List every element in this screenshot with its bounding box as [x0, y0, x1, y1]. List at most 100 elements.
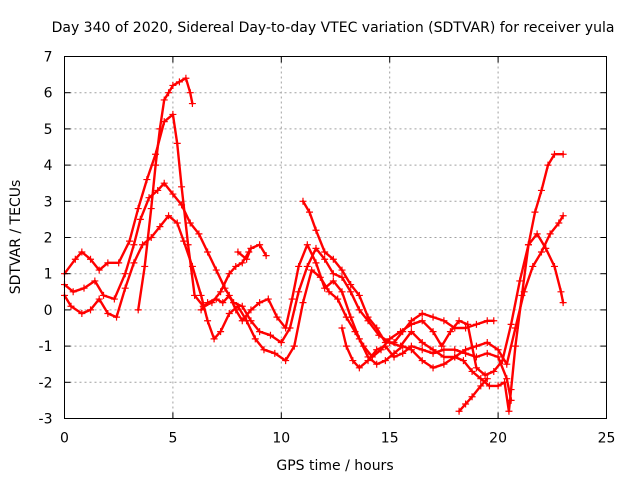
data-point-marker: [516, 277, 524, 285]
data-point-marker: [80, 284, 88, 292]
data-point-marker: [180, 237, 188, 245]
y-tick-label: 1: [44, 267, 53, 283]
data-point-marker: [381, 342, 389, 350]
data-point-marker: [256, 328, 264, 336]
data-point-marker: [329, 277, 337, 285]
data-point-marker: [290, 342, 298, 350]
data-point-marker: [451, 346, 459, 354]
data-point-marker: [175, 78, 183, 86]
data-point-marker: [247, 306, 255, 314]
data-point-marker: [440, 317, 448, 325]
data-point-marker: [511, 342, 519, 350]
data-point-marker: [531, 208, 539, 216]
data-point-marker: [156, 125, 164, 133]
data-point-marker: [494, 382, 502, 390]
data-point-marker: [264, 295, 272, 303]
series-track-g: [299, 197, 498, 346]
data-point-marker: [518, 291, 526, 299]
data-point-marker: [305, 208, 313, 216]
data-point-marker: [136, 215, 144, 223]
data-point-marker: [271, 349, 279, 357]
data-point-marker: [312, 259, 320, 267]
data-point-marker: [483, 349, 491, 357]
data-point-marker: [503, 360, 511, 368]
data-point-marker: [288, 295, 296, 303]
data-point-marker: [451, 353, 459, 361]
data-point-marker: [178, 201, 186, 209]
data-point-marker: [87, 306, 95, 314]
data-point-marker: [273, 313, 281, 321]
data-point-marker: [483, 338, 491, 346]
data-point-marker: [195, 230, 203, 238]
data-point-marker: [418, 357, 426, 365]
data-point-marker: [483, 317, 491, 325]
data-point-marker: [134, 306, 142, 314]
x-tick-label: 20: [489, 431, 507, 447]
data-point-marker: [251, 335, 259, 343]
x-tick-label: 0: [60, 431, 69, 447]
x-tick-label: 5: [168, 431, 177, 447]
data-point-marker: [481, 371, 489, 379]
y-tick-label: -3: [39, 412, 53, 428]
data-point-marker: [438, 342, 446, 350]
data-point-marker: [507, 396, 515, 404]
data-point-marker: [477, 375, 485, 383]
data-point-marker: [126, 237, 134, 245]
data-point-marker: [483, 375, 491, 383]
data-point-marker: [418, 317, 426, 325]
y-tick-label: 0: [44, 303, 53, 319]
data-point-marker: [256, 299, 264, 307]
data-point-marker: [321, 255, 329, 263]
data-point-marker: [557, 288, 565, 296]
data-point-marker: [100, 291, 108, 299]
data-point-marker: [282, 357, 290, 365]
data-point-marker: [154, 186, 162, 194]
data-point-marker: [529, 262, 537, 270]
y-tick-label: 2: [44, 231, 53, 247]
data-point-marker: [429, 364, 437, 372]
grid-layer: [64, 56, 607, 419]
data-point-marker: [440, 346, 448, 354]
data-point-marker: [533, 230, 541, 238]
data-point-marker: [152, 161, 160, 169]
data-point-marker: [347, 288, 355, 296]
data-point-marker: [472, 353, 480, 361]
data-point-marker: [537, 186, 545, 194]
data-point-marker: [338, 273, 346, 281]
data-point-marker: [95, 295, 103, 303]
series-track-f: [234, 241, 270, 263]
data-point-marker: [225, 310, 233, 318]
data-point-marker: [559, 150, 567, 158]
data-point-marker: [71, 255, 79, 263]
data-point-marker: [212, 295, 220, 303]
data-point-marker: [418, 310, 426, 318]
data-point-marker: [165, 89, 173, 97]
data-point-marker: [494, 346, 502, 354]
data-point-marker: [485, 382, 493, 390]
data-point-marker: [204, 248, 212, 256]
data-point-marker: [355, 364, 363, 372]
data-point-marker: [338, 288, 346, 296]
data-point-marker: [321, 284, 329, 292]
data-point-marker: [139, 241, 147, 249]
data-point-marker: [178, 183, 186, 191]
data-point-marker: [550, 262, 558, 270]
data-point-marker: [169, 190, 177, 198]
data-point-marker: [160, 96, 168, 104]
data-point-marker: [550, 150, 558, 158]
data-point-marker: [373, 324, 381, 332]
data-point-marker: [113, 313, 121, 321]
data-point-marker: [191, 291, 199, 299]
data-point-marker: [188, 100, 196, 108]
data-point-marker: [451, 324, 459, 332]
data-point-marker: [91, 277, 99, 285]
y-tick-label: 7: [44, 50, 53, 66]
y-axis-label: SDTVAR / TECUs: [8, 180, 24, 295]
data-point-marker: [355, 306, 363, 314]
data-point-marker: [299, 299, 307, 307]
chart-title: Day 340 of 2020, Sidereal Day-to-day VTE…: [52, 20, 615, 36]
data-point-marker: [262, 252, 270, 260]
data-point-marker: [490, 317, 498, 325]
data-point-marker: [399, 342, 407, 350]
data-point-marker: [308, 266, 316, 274]
